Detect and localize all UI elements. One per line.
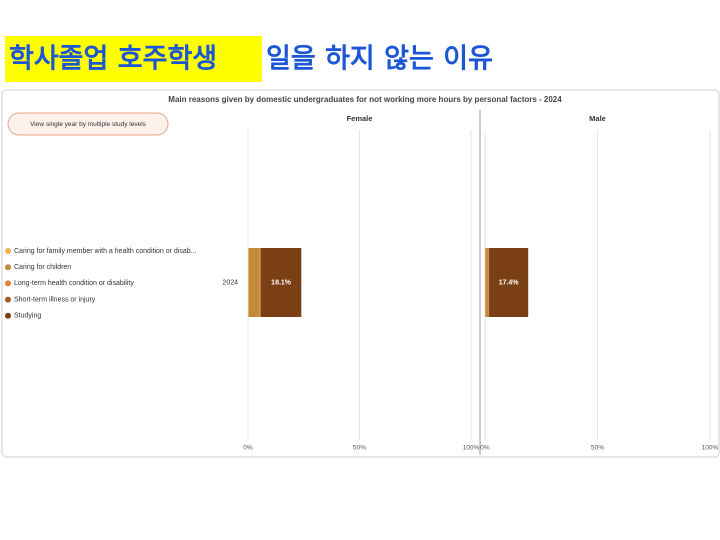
legend-marker xyxy=(5,312,11,319)
facet-label: Female xyxy=(347,114,373,123)
x-tick-label: 100% xyxy=(702,445,719,452)
x-tick-label: 100% xyxy=(463,445,480,452)
button-label[interactable]: View single year by multiple study level… xyxy=(30,121,147,128)
facet-label: Male xyxy=(589,114,606,123)
slide-title: 일을 하지 않는 이유 xyxy=(266,44,493,75)
legend-marker xyxy=(5,296,11,303)
bar-segment xyxy=(260,248,261,317)
category-label: 2024 xyxy=(222,279,238,286)
data-label: 18.1% xyxy=(271,279,292,286)
chart-title: Main reasons given by domestic undergrad… xyxy=(168,95,562,104)
data-label: 17.4% xyxy=(499,279,520,286)
legend-label: Caring for family member with a health c… xyxy=(14,248,197,255)
chart-frame xyxy=(1,89,720,458)
legend-label: Long-term health condition or disability xyxy=(14,280,134,287)
bar-segment xyxy=(248,248,260,317)
bar-segment xyxy=(489,248,529,317)
bar-segment xyxy=(260,248,302,317)
legend-marker xyxy=(5,248,11,254)
bar-segment xyxy=(259,248,261,317)
button[interactable] xyxy=(7,112,169,136)
slide-title-highlight: 학사졸업 호주학생 xyxy=(9,44,217,75)
title-highlight xyxy=(5,36,262,82)
legend-label: Short-term illness or injury xyxy=(14,296,96,303)
x-tick-label: 50% xyxy=(353,445,366,452)
x-tick-label: 50% xyxy=(591,445,604,452)
x-tick-label: 0% xyxy=(480,445,490,452)
legend-label: Caring for children xyxy=(14,264,71,271)
legend-marker xyxy=(5,280,11,287)
legend-marker xyxy=(5,264,11,271)
legend-label: Studying xyxy=(14,313,41,320)
x-tick-label: 0% xyxy=(243,445,253,452)
bar-segment xyxy=(485,248,489,317)
bar-segment xyxy=(248,248,249,317)
